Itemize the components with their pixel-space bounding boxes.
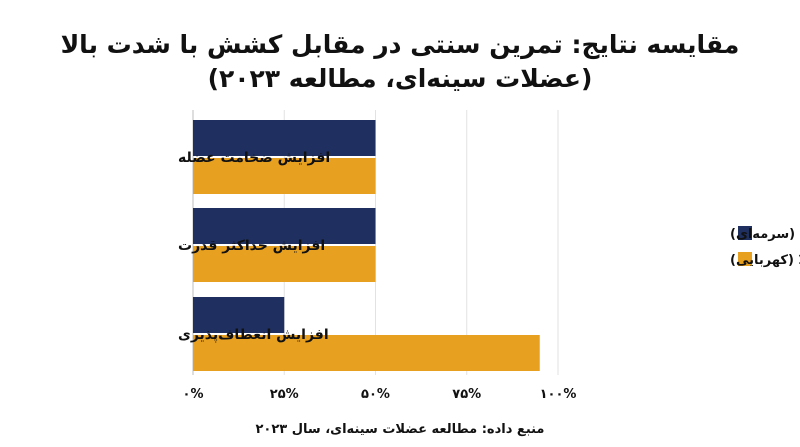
bar — [193, 335, 540, 371]
bar — [193, 297, 285, 333]
x-tick-label: ۱۰۰% — [540, 387, 577, 402]
category-label: افزایش ضخامت عضله — [178, 150, 330, 166]
bar — [193, 246, 376, 282]
bar — [193, 208, 376, 244]
legend-label: کشش با شدت بالا (کهربایی) — [730, 253, 800, 268]
bars — [193, 120, 540, 371]
chart-title: مقایسه نتایج: تمرین سنتی در مقابل کشش با… — [0, 28, 800, 96]
x-tick-label: ۷۵% — [452, 387, 481, 402]
x-tick-label: ۲۵% — [270, 387, 299, 402]
chart-title-line-2: (عضلات سینه‌ای، مطالعه ۲۰۲۳) — [207, 64, 593, 93]
legend-label: تمرین سنتی (سرمه‌ای) — [730, 227, 800, 242]
x-tick-labels: ۰% ۲۵% ۵۰% ۷۵% ۱۰۰% — [183, 387, 577, 402]
x-tick-label: ۵۰% — [361, 387, 390, 402]
x-tick-label: ۰% — [183, 387, 204, 402]
legend-swatch — [738, 252, 752, 266]
bar — [193, 120, 376, 156]
legend: تمرین سنتی (سرمه‌ای) کشش با شدت بالا (کهر… — [730, 226, 800, 268]
source-note: منبع داده: مطالعه عضلات سینه‌ای، سال ۲۰۲… — [256, 422, 545, 437]
category-labels: افزایش ضخامت عضله افزایش حداکثر قدرت افزای… — [178, 150, 330, 343]
bar — [193, 158, 376, 194]
chart-title-line-1: مقایسه نتایج: تمرین سنتی در مقابل کشش با… — [60, 30, 740, 59]
category-label: افزایش انعطاف‌پذیری — [178, 327, 329, 343]
legend-swatch — [738, 226, 752, 240]
category-label: افزایش حداکثر قدرت — [178, 238, 325, 254]
